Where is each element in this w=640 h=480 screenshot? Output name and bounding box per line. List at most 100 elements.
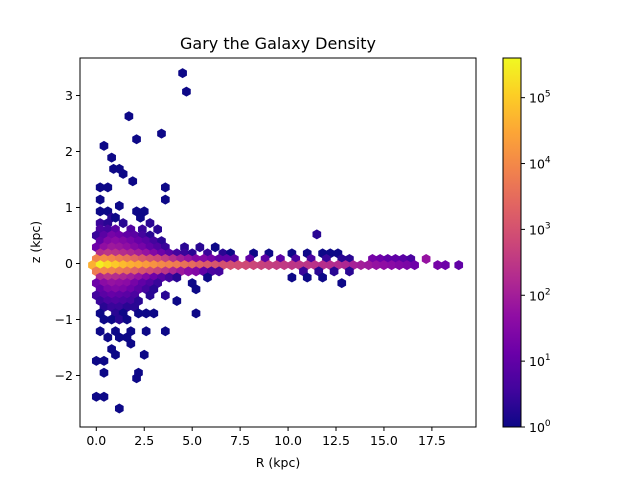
hexbin-cell bbox=[111, 212, 120, 223]
y-tick-label: 0 bbox=[65, 256, 73, 271]
hexbin-cell bbox=[440, 260, 450, 271]
hexbin-cell bbox=[387, 260, 396, 271]
x-tick-label: 15.0 bbox=[370, 433, 398, 448]
x-axis: 0.0 2.5 5.0 7.5 10.0 12.5 15.0 17.5 bbox=[86, 427, 446, 448]
hexbin-cell bbox=[91, 355, 101, 366]
hexbin-cell bbox=[132, 373, 141, 384]
hexbin-cell bbox=[191, 308, 201, 319]
hexbin-cell bbox=[203, 272, 212, 283]
hexbin-cell bbox=[191, 284, 201, 295]
hexbin-cell bbox=[182, 86, 191, 97]
hexbin-cell bbox=[249, 260, 258, 271]
hexbin-cell bbox=[122, 314, 132, 325]
hexbin-cell bbox=[318, 272, 327, 283]
hexbin-cell bbox=[178, 68, 187, 79]
hexbin-cell bbox=[161, 326, 170, 337]
y-axis-label: z (kpc) bbox=[28, 221, 43, 263]
hexbin-cell bbox=[164, 272, 174, 283]
hexbin-cell bbox=[114, 403, 124, 414]
hexbin-cell bbox=[210, 242, 220, 253]
hexbin-cell bbox=[111, 349, 120, 360]
hexbin-cell bbox=[99, 367, 109, 378]
hexbin-cell bbox=[402, 260, 412, 271]
hexbin-cell bbox=[161, 182, 170, 193]
hexbin-cell bbox=[161, 290, 170, 301]
colorbar-tick-label: 103 bbox=[529, 221, 551, 237]
hexbin-cell bbox=[99, 391, 109, 402]
y-tick-label: 1 bbox=[65, 200, 73, 215]
hexbin-cell bbox=[141, 308, 151, 319]
hexbin-cell bbox=[118, 168, 128, 179]
hexbin-cell bbox=[379, 260, 389, 271]
hexbin-cell bbox=[421, 254, 431, 265]
hexbin-cell bbox=[364, 260, 373, 271]
hexbin-cell bbox=[145, 290, 155, 301]
hexbin-cell bbox=[195, 242, 205, 253]
hexbin-cell bbox=[214, 266, 224, 277]
hexbin-cell bbox=[233, 260, 243, 271]
y-tick-label: −1 bbox=[55, 312, 73, 327]
colorbar-tick-label: 105 bbox=[529, 90, 551, 106]
hexbin-cell bbox=[114, 314, 124, 325]
x-tick-label: 5.0 bbox=[182, 433, 202, 448]
colorbar-tick-label: 100 bbox=[529, 419, 551, 435]
hexbin-cell bbox=[345, 266, 354, 277]
hexbin-cell bbox=[103, 332, 113, 343]
hexbin-cell bbox=[337, 278, 347, 289]
colorbar-frame bbox=[502, 57, 522, 428]
hexbin-cell bbox=[99, 355, 109, 366]
hexbin-cell bbox=[103, 182, 113, 193]
hexbin-cell bbox=[157, 128, 166, 139]
hexbin-cell bbox=[264, 260, 274, 271]
colorbar-ticks: 100 101 102 103 104 105 bbox=[521, 90, 551, 435]
hexbin-cell bbox=[141, 326, 151, 337]
hexbin-cell bbox=[184, 266, 193, 277]
chart-title: Gary the Galaxy Density bbox=[180, 34, 376, 53]
hexbin-cell bbox=[172, 296, 182, 307]
hexbin-cell bbox=[153, 224, 162, 235]
hexbin-cell bbox=[287, 272, 297, 283]
hexbin-cell bbox=[371, 260, 381, 271]
hexbin-cell bbox=[134, 308, 143, 319]
y-axis: −2 −1 0 1 2 3 bbox=[55, 88, 80, 383]
x-tick-label: 12.5 bbox=[322, 433, 350, 448]
plot-frame bbox=[79, 57, 477, 428]
hexbin-cell bbox=[191, 266, 201, 277]
hexbin-cell bbox=[394, 260, 404, 271]
colorbar-tick-label: 104 bbox=[529, 156, 551, 172]
hexbin-cell bbox=[329, 266, 339, 277]
hexbin-cell bbox=[136, 212, 145, 223]
hexbin-cell bbox=[107, 314, 116, 325]
x-tick-label: 2.5 bbox=[134, 433, 154, 448]
y-tick-label: 2 bbox=[65, 144, 73, 159]
hexbin-cell bbox=[114, 200, 124, 211]
hexbin-cell bbox=[454, 260, 464, 271]
hexbin-cell bbox=[302, 272, 312, 283]
hexbin-cell bbox=[99, 140, 109, 151]
x-tick-label: 0.0 bbox=[86, 433, 106, 448]
x-tick-label: 17.5 bbox=[418, 433, 446, 448]
hexbin-cell bbox=[132, 134, 141, 145]
hexbin-cell bbox=[356, 260, 366, 271]
hexbin-cell bbox=[128, 176, 138, 187]
colorbar bbox=[503, 58, 521, 427]
x-axis-label: R (kpc) bbox=[256, 455, 300, 470]
hexbin-cell bbox=[126, 338, 136, 349]
hexbin-cell bbox=[241, 260, 251, 271]
hexbin-cell bbox=[149, 308, 159, 319]
hexbin-cell bbox=[107, 152, 116, 163]
y-tick-label: 3 bbox=[65, 88, 73, 103]
hexbin-cell bbox=[124, 111, 134, 122]
hexbin-cells bbox=[88, 68, 464, 414]
colorbar-tick-label: 102 bbox=[529, 287, 551, 303]
hexbin-cell bbox=[114, 332, 124, 343]
hexbin-cell bbox=[118, 218, 128, 229]
hexbin-cell bbox=[272, 260, 281, 271]
hexbin-cell bbox=[287, 260, 297, 271]
x-tick-label: 10.0 bbox=[274, 433, 302, 448]
hexbin-cell bbox=[95, 194, 105, 205]
hexbin-cell bbox=[410, 260, 419, 271]
hexbin-cell bbox=[279, 260, 289, 271]
hexbin-cell bbox=[145, 218, 155, 229]
